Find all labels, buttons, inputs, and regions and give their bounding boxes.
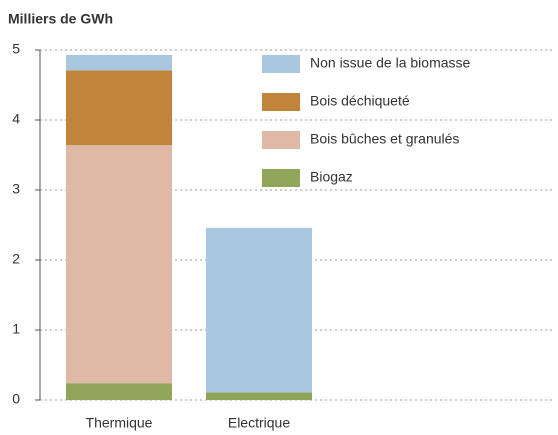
legend-swatch — [262, 131, 300, 149]
bar-segment — [206, 392, 312, 400]
y-tick-label: 2 — [12, 251, 20, 267]
legend-label: Biogaz — [310, 169, 353, 185]
y-tick-label: 3 — [12, 181, 20, 197]
legend-swatch — [262, 93, 300, 111]
legend-label: Bois bûches et granulés — [310, 131, 459, 147]
bar-segment — [206, 227, 312, 393]
y-tick-label: 5 — [12, 41, 20, 57]
bar-segment — [66, 54, 172, 71]
legend-label: Non issue de la biomasse — [310, 55, 471, 71]
legend-swatch — [262, 169, 300, 187]
legend-label: Bois déchiqueté — [310, 93, 410, 109]
bar-segment — [66, 70, 172, 146]
chart-title: Milliers de GWh — [8, 11, 113, 27]
x-tick-label: Thermique — [86, 415, 153, 431]
legend-swatch — [262, 55, 300, 73]
y-tick-label: 4 — [12, 111, 20, 127]
x-tick-label: Electrique — [228, 415, 290, 431]
bar-segment — [66, 145, 172, 384]
bar-segment — [66, 383, 172, 400]
y-tick-label: 0 — [12, 391, 20, 407]
y-tick-label: 1 — [12, 321, 20, 337]
